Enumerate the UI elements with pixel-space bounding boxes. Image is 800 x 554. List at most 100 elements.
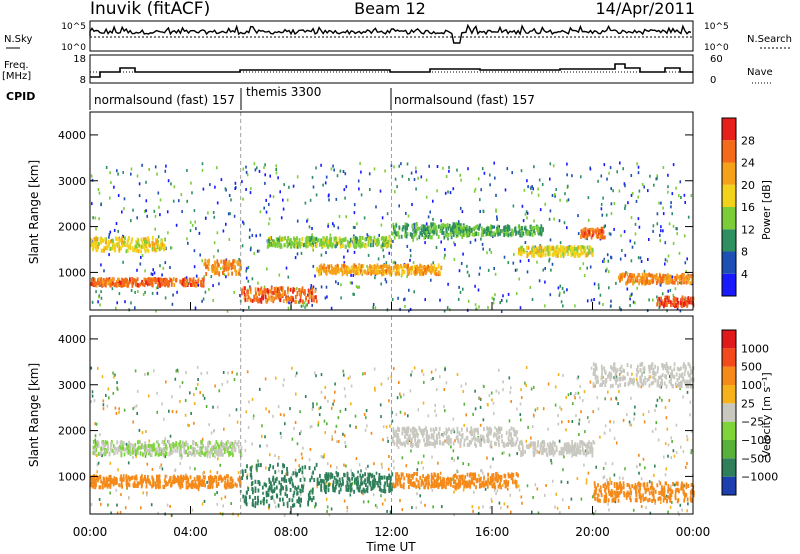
band-2-cell [203, 262, 206, 267]
band-10-cell [669, 278, 672, 283]
scatter-cell [91, 300, 94, 304]
scatter-cell [158, 205, 160, 209]
band-2-cell [314, 502, 317, 507]
band-5-cell [331, 271, 334, 276]
band-10-cell [626, 272, 629, 277]
band-8-cell [580, 248, 583, 253]
band-10-cell [640, 276, 643, 281]
scatter-cell [164, 455, 167, 459]
scatter-cell [247, 265, 250, 269]
band-1-cell [134, 448, 137, 453]
scatter-cell [220, 267, 222, 270]
scatter-cell [491, 499, 493, 503]
band-1-cell [129, 446, 132, 450]
band-1-cell [97, 443, 100, 448]
band-4-cell [315, 242, 318, 247]
scatter-cell [95, 227, 97, 231]
scatter-cell [285, 266, 288, 270]
band-5-cell [396, 271, 399, 276]
band-1-cell [122, 441, 125, 446]
scatter-cell [609, 476, 611, 480]
band-4-cell [342, 237, 345, 242]
band-0-cell [115, 283, 118, 288]
scatter-cell [368, 172, 371, 176]
band-10-cell [652, 278, 654, 283]
scatter-cell [656, 212, 659, 216]
band-6-cell [401, 227, 404, 232]
band-0-cell [235, 483, 238, 488]
band-0-cell [190, 484, 193, 489]
scatter-cell [448, 169, 450, 173]
band-7-cell [501, 229, 503, 234]
band-7-cell [536, 225, 538, 230]
band-4-cell [372, 243, 375, 248]
scatter-cell [508, 453, 511, 457]
band-1-cell [215, 440, 218, 445]
scatter-cell [115, 222, 118, 225]
band-1-cell [107, 447, 109, 452]
band-6-cell [432, 222, 435, 227]
band-2-cell [230, 262, 232, 267]
band-4-cell [331, 244, 333, 249]
band-8-cell [544, 248, 547, 253]
scatter-cell [242, 220, 244, 224]
scatter-cell [145, 199, 148, 203]
band-2-cell [257, 498, 259, 503]
band-2-cell [214, 262, 217, 266]
band-5-cell [431, 268, 434, 273]
band-0-cell [122, 280, 125, 285]
scatter-cell [609, 166, 612, 170]
band-1-cell [204, 452, 206, 457]
scatter-cell [594, 384, 596, 388]
band-10-cell [660, 276, 663, 281]
scatter-cell [609, 232, 612, 236]
scatter-cell [332, 164, 334, 168]
scatter-cell [251, 465, 253, 469]
scatter-cell [567, 393, 570, 397]
band-2-cell [310, 475, 313, 480]
band-5-cell [346, 272, 348, 277]
scatter-cell [659, 501, 662, 505]
band-5-cell [328, 264, 330, 269]
scatter-cell [181, 210, 183, 214]
band-0-cell [119, 281, 122, 285]
band-0-cell [118, 483, 121, 488]
band-8-cell [590, 251, 593, 255]
scatter-cell [629, 304, 631, 307]
scatter-cell [277, 457, 280, 460]
scatter-cell [299, 410, 301, 414]
scatter-cell [453, 458, 455, 462]
band-4-cell [355, 236, 358, 241]
band-7-cell [510, 233, 513, 238]
scatter-cell [213, 255, 215, 259]
band-1-cell [163, 453, 165, 458]
scatter-cell [393, 367, 395, 371]
scatter-cell [610, 202, 613, 206]
scatter-cell [425, 178, 428, 182]
scatter-cell [108, 235, 110, 239]
band-10-cell [635, 276, 638, 281]
band-5-cell [336, 268, 339, 273]
scatter-cell [367, 464, 369, 468]
scatter-cell [113, 375, 115, 379]
scatter-cell [265, 210, 268, 214]
band-10-cell [691, 279, 694, 284]
power-colorbar-label: Power [dB] [760, 180, 773, 240]
band-8-cell [529, 250, 532, 255]
scatter-cell [580, 175, 582, 179]
scatter-cell [123, 408, 126, 412]
scatter-cell [95, 290, 97, 294]
freq-label-1: Freq. [4, 60, 29, 71]
band-8-cell [541, 252, 544, 257]
band-10-cell [688, 276, 691, 281]
scatter-cell [124, 300, 126, 304]
scatter-cell [664, 262, 666, 266]
scatter-cell [630, 259, 633, 263]
scatter-cell [171, 395, 173, 399]
band-2-cell [212, 266, 215, 270]
band-2-cell [251, 481, 254, 485]
band-10-cell [686, 275, 688, 280]
scatter-cell [666, 427, 669, 431]
scatter-cell [269, 174, 271, 178]
